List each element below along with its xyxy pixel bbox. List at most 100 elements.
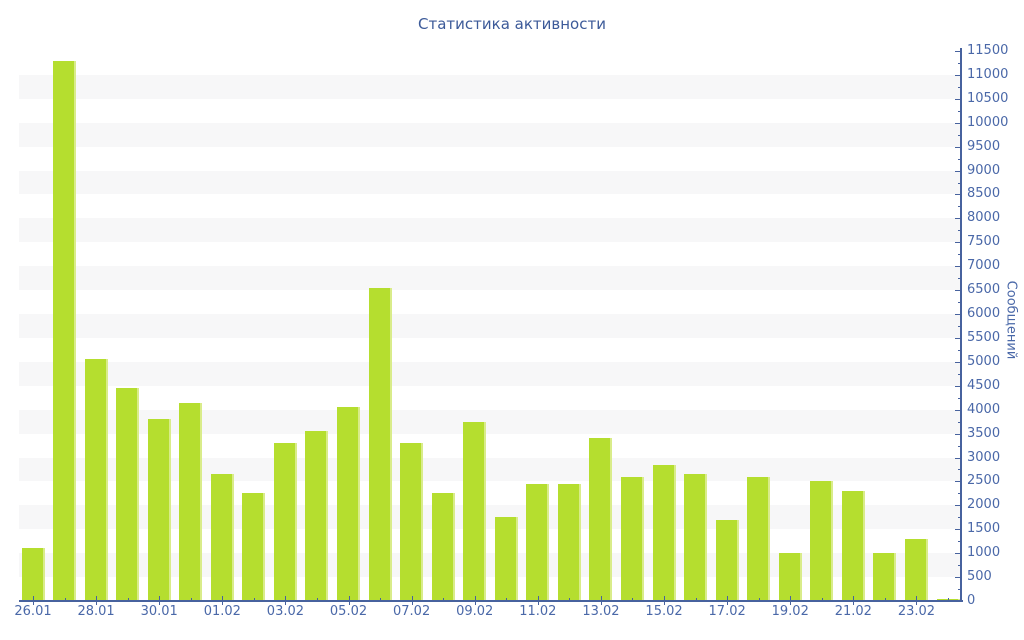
plot-band	[19, 218, 962, 243]
y-minor-tick	[958, 158, 961, 160]
y-tick-label: 3000	[967, 449, 1001, 465]
y-major-tick	[955, 529, 961, 531]
bar-15.02	[652, 464, 676, 601]
x-minor-tick	[821, 598, 823, 601]
y-tick-label: 6000	[967, 306, 1001, 322]
x-minor-tick	[884, 598, 886, 601]
x-minor-tick	[443, 598, 445, 601]
plot-band	[19, 338, 962, 362]
y-minor-tick	[958, 373, 961, 375]
x-minor-tick	[948, 598, 949, 601]
bar-02.02	[242, 493, 266, 601]
bar-06.02	[368, 287, 392, 601]
y-minor-tick	[958, 110, 961, 112]
y-major-tick	[955, 361, 961, 363]
plot-band	[19, 361, 962, 386]
y-tick-label: 500	[967, 569, 992, 585]
x-major-tick	[537, 596, 539, 605]
x-minor-tick	[758, 598, 760, 601]
y-minor-tick	[958, 278, 961, 280]
x-tick-label: 19.02	[771, 604, 809, 619]
bar-26.01	[21, 548, 45, 601]
x-tick-label: 15.02	[645, 604, 683, 619]
y-major-tick	[955, 170, 961, 172]
y-tick-label: 5500	[967, 329, 1001, 345]
x-tick-label: 23.02	[897, 604, 936, 619]
y-major-tick	[955, 577, 961, 579]
y-minor-tick	[958, 469, 961, 471]
y-minor-tick	[958, 254, 961, 256]
y-minor-tick	[958, 62, 961, 64]
plot-band	[19, 386, 962, 410]
x-major-tick	[916, 596, 918, 605]
y-major-tick	[955, 314, 961, 316]
bar-09.02	[463, 421, 487, 601]
y-minor-tick	[958, 206, 961, 208]
x-minor-tick	[64, 598, 66, 601]
plot-band	[19, 290, 962, 314]
x-tick-label: 01.02	[203, 604, 241, 619]
y-tick-label: 10500	[967, 90, 1009, 106]
y-tick-label: 2500	[967, 473, 1001, 489]
x-major-tick	[285, 596, 287, 605]
y-minor-tick	[958, 517, 961, 519]
y-tick-label: 7000	[967, 258, 1001, 274]
y-tick-label: 8500	[967, 186, 1001, 202]
y-tick-label: 6500	[967, 282, 1001, 298]
bar-21.02	[841, 491, 865, 601]
bar-08.02	[431, 493, 455, 601]
plot-band	[19, 147, 962, 171]
x-major-tick	[96, 596, 98, 605]
plot-band	[19, 314, 962, 338]
y-tick-label: 7500	[967, 234, 1001, 250]
y-tick-label: 11000	[967, 66, 1009, 82]
y-minor-tick	[958, 493, 961, 495]
bar-27.01	[53, 60, 77, 601]
bar-13.02	[589, 438, 613, 601]
y-major-tick	[955, 601, 961, 602]
bar-04.02	[305, 431, 329, 601]
plot-band	[19, 409, 962, 434]
bar-22.02	[873, 553, 897, 601]
plot-area	[19, 51, 962, 601]
y-tick-label: 1000	[967, 545, 1001, 561]
y-tick-label: 1500	[967, 521, 1001, 537]
y-tick-label: 9500	[967, 138, 1001, 154]
y-tick-label: 2000	[967, 497, 1001, 513]
x-tick-label: 21.02	[834, 604, 872, 619]
y-major-tick	[955, 457, 961, 459]
x-minor-tick	[569, 598, 571, 601]
bar-28.01	[84, 359, 108, 601]
x-minor-tick	[253, 598, 255, 601]
bar-05.02	[337, 407, 361, 601]
x-tick-label: 11.02	[519, 604, 557, 619]
plot-band	[19, 99, 962, 123]
x-tick-label: 17.02	[708, 604, 746, 619]
y-major-tick	[955, 51, 961, 52]
bar-29.01	[116, 388, 140, 601]
y-major-tick	[955, 290, 961, 292]
bar-03.02	[273, 443, 297, 601]
y-minor-tick	[958, 589, 961, 591]
y-minor-tick	[958, 182, 961, 184]
y-major-tick	[955, 505, 961, 507]
y-minor-tick	[958, 302, 961, 304]
plot-band	[19, 122, 962, 147]
y-major-tick	[955, 74, 961, 76]
bar-07.02	[400, 443, 424, 601]
x-tick-label: 28.01	[77, 604, 115, 619]
plot-band	[19, 266, 962, 291]
bar-30.01	[147, 419, 171, 601]
y-tick-label: 10000	[967, 114, 1009, 130]
x-major-tick	[664, 596, 666, 605]
y-minor-tick	[958, 326, 961, 327]
x-tick-label: 09.02	[456, 604, 494, 619]
y-minor-tick	[958, 421, 961, 423]
x-major-tick	[727, 596, 729, 605]
x-minor-tick	[695, 598, 697, 601]
x-major-tick	[33, 596, 34, 605]
x-tick-label: 30.01	[140, 604, 178, 619]
plot-band	[19, 194, 962, 218]
x-minor-tick	[127, 598, 129, 601]
y-major-tick	[955, 385, 961, 387]
